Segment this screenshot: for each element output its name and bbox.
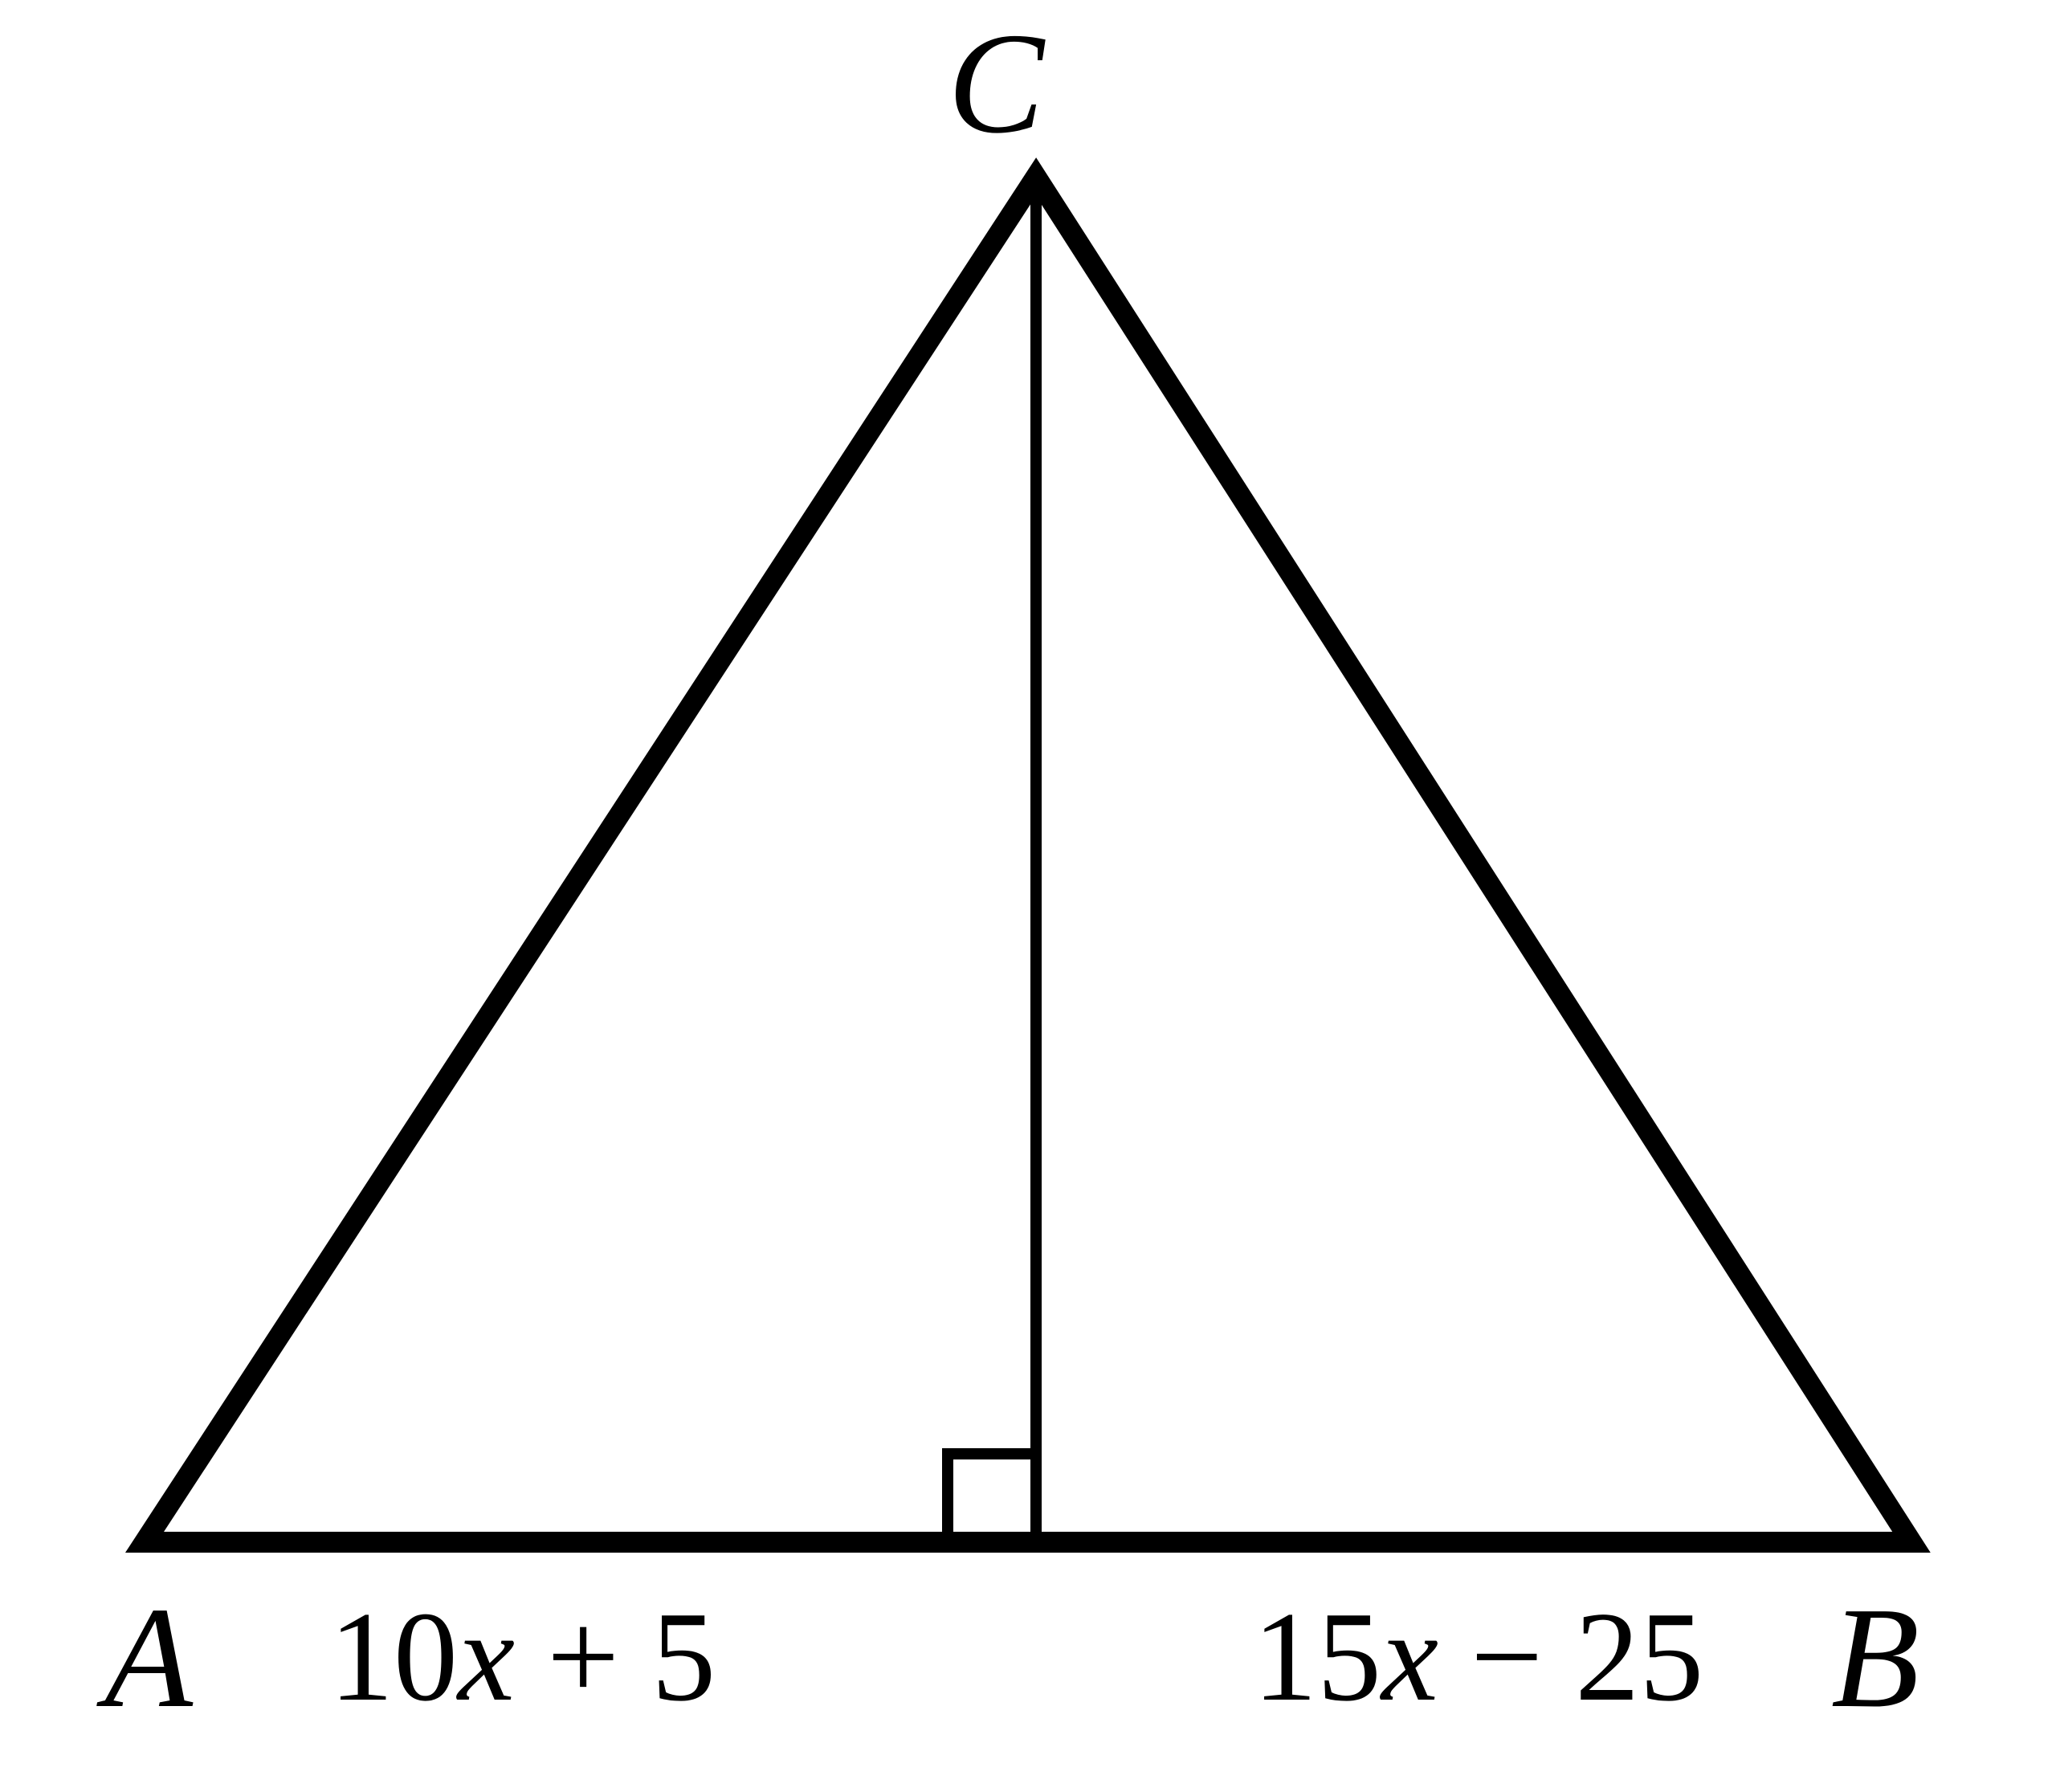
triangle-diagram: C A B 10x + 5 15x − 25: [0, 0, 2056, 1792]
vertex-label-a: A: [104, 1574, 193, 1741]
right-prefix: 15: [1253, 1585, 1381, 1728]
triangle-outline: [145, 177, 1911, 1542]
vertex-b-text: B: [1831, 1578, 1919, 1737]
right-suffix: − 25: [1438, 1585, 1703, 1728]
right-segment-expression: 15x − 25: [1253, 1582, 1703, 1731]
triangle-svg: [0, 0, 2056, 1792]
vertex-c-text: C: [948, 3, 1044, 163]
vertex-label-c: C: [948, 0, 1044, 166]
vertex-label-b: B: [1831, 1574, 1919, 1741]
right-angle-marker: [948, 1454, 1036, 1542]
right-var: x: [1381, 1585, 1438, 1728]
left-var: x: [458, 1585, 515, 1728]
left-prefix: 10: [329, 1585, 458, 1728]
left-segment-expression: 10x + 5: [329, 1582, 716, 1731]
vertex-a-text: A: [104, 1578, 193, 1737]
left-suffix: + 5: [515, 1585, 716, 1728]
